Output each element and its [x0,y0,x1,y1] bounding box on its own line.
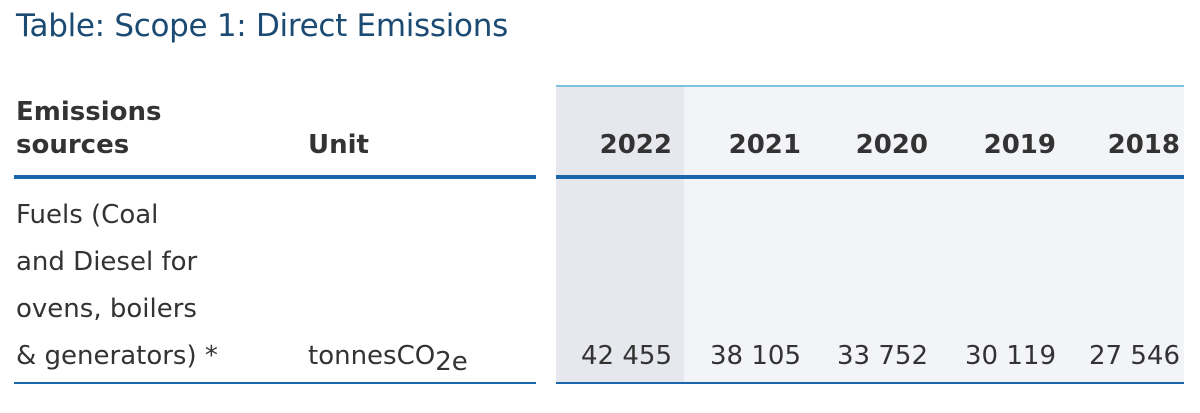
bottom-rule-right [556,382,1184,384]
row-value-2022: 42 455 [581,341,672,371]
row-value-2018: 27 546 [1089,341,1180,371]
current-year-highlight [556,86,684,384]
row-value-2020: 33 752 [837,341,928,371]
table-title: Table: Scope 1: Direct Emissions [16,8,508,44]
row-value-2021: 38 105 [710,341,801,371]
header-year-2021: 2021 [728,130,801,160]
table-top-rule [556,85,1184,87]
header-unit: Unit [308,130,369,160]
header-year-2018: 2018 [1107,130,1180,160]
unit-base: tonnesCO [308,341,436,371]
header-year-2020: 2020 [855,130,928,160]
unit-subscript: 2e [435,347,468,377]
header-emissions-sources: Emissions sources [16,97,162,160]
header-year-2022: 2022 [599,130,672,160]
header-year-2019: 2019 [983,130,1056,160]
row-value-2019: 30 119 [965,341,1056,371]
row-emissions-source: Fuels (Coal and Diesel for ovens, boiler… [16,200,218,371]
header-rule-right [556,175,1184,179]
header-rule-left [14,175,536,179]
row-unit: tonnesCO2e [308,333,468,386]
bottom-rule-left [14,382,536,384]
